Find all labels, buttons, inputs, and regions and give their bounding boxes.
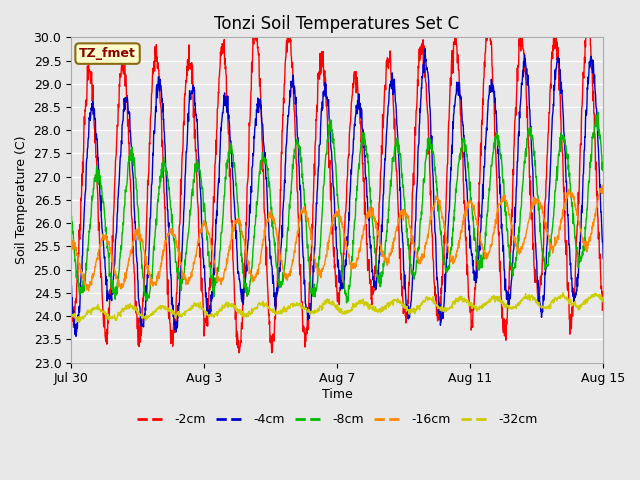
-4cm xyxy=(193,116,201,122)
Line: -32cm: -32cm xyxy=(71,291,636,322)
-8cm xyxy=(342,300,350,306)
Line: -4cm: -4cm xyxy=(71,48,636,336)
-8cm xyxy=(83,258,91,264)
-16cm xyxy=(371,218,379,224)
Line: -16cm: -16cm xyxy=(71,185,636,291)
-4cm xyxy=(421,46,429,51)
Y-axis label: Soil Temperature (C): Soil Temperature (C) xyxy=(15,136,28,264)
-16cm xyxy=(161,242,168,248)
-8cm xyxy=(594,109,602,115)
-16cm xyxy=(193,246,201,252)
-2cm xyxy=(193,171,200,177)
-4cm xyxy=(371,283,379,289)
Line: -8cm: -8cm xyxy=(71,112,636,303)
-4cm xyxy=(161,129,168,135)
Legend: -2cm, -4cm, -8cm, -16cm, -32cm: -2cm, -4cm, -8cm, -16cm, -32cm xyxy=(132,408,543,431)
-2cm xyxy=(160,190,168,195)
-16cm xyxy=(83,287,91,293)
-2cm xyxy=(508,214,516,219)
-32cm xyxy=(371,309,379,314)
-2cm xyxy=(236,350,243,356)
-4cm xyxy=(509,261,516,267)
-2cm xyxy=(371,263,379,269)
-8cm xyxy=(371,250,379,256)
-32cm xyxy=(508,305,516,311)
-32cm xyxy=(193,302,201,308)
-32cm xyxy=(83,309,91,314)
-32cm xyxy=(626,288,634,294)
-8cm xyxy=(508,264,516,270)
-32cm xyxy=(632,297,640,302)
-16cm xyxy=(508,226,516,231)
Line: -2cm: -2cm xyxy=(71,12,636,353)
-16cm xyxy=(209,251,217,256)
-32cm xyxy=(76,319,83,325)
-8cm xyxy=(632,173,640,179)
-32cm xyxy=(67,312,75,317)
-4cm xyxy=(83,156,91,161)
-8cm xyxy=(67,217,75,223)
-4cm xyxy=(632,235,640,240)
-4cm xyxy=(209,283,217,289)
-32cm xyxy=(161,306,168,312)
-2cm xyxy=(616,9,623,15)
X-axis label: Time: Time xyxy=(322,388,353,401)
-8cm xyxy=(193,162,200,168)
-16cm xyxy=(84,288,92,294)
-16cm xyxy=(67,240,75,246)
-8cm xyxy=(160,162,168,168)
-16cm xyxy=(600,182,608,188)
-2cm xyxy=(632,289,640,295)
-2cm xyxy=(209,224,216,230)
-2cm xyxy=(67,295,75,300)
-16cm xyxy=(632,189,640,195)
-4cm xyxy=(67,283,75,288)
Text: TZ_fmet: TZ_fmet xyxy=(79,47,136,60)
Title: Tonzi Soil Temperatures Set C: Tonzi Soil Temperatures Set C xyxy=(214,15,460,33)
-8cm xyxy=(209,272,216,278)
-2cm xyxy=(83,99,91,105)
-4cm xyxy=(72,334,80,339)
-32cm xyxy=(209,312,217,318)
